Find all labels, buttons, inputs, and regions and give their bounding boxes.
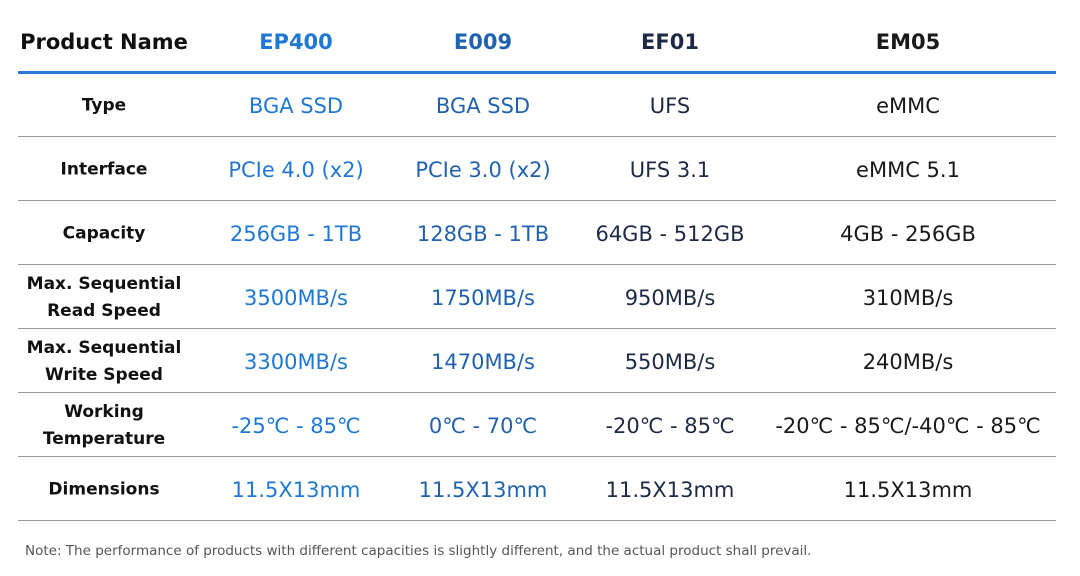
row-rule (18, 264, 1056, 265)
row-label: Capacity (62, 223, 146, 244)
cell-value: 950MB/s (624, 286, 716, 310)
column-header: EF01 (641, 30, 699, 54)
cell-value: -20℃ - 85℃ (605, 414, 735, 438)
cell-value: 1750MB/s (431, 286, 535, 310)
cell-value: 11.5X13mm (605, 478, 735, 502)
cell-value: 11.5X13mm (231, 478, 361, 502)
row-label: Type (81, 95, 127, 116)
row-label: Max. Sequential Write Speed (26, 338, 182, 385)
cell-value: 3300MB/s (244, 350, 348, 374)
row-rule (18, 520, 1056, 521)
cell-value: 3500MB/s (244, 286, 348, 310)
header-label: Product Name (20, 30, 188, 54)
column-header: EP400 (259, 30, 333, 54)
cell-value: 0℃ - 70℃ (428, 414, 538, 438)
row-rule (18, 200, 1056, 201)
cell-value: 550MB/s (624, 350, 716, 374)
row-rule (18, 392, 1056, 393)
cell-value: BGA SSD (435, 94, 531, 118)
cell-value: 1470MB/s (431, 350, 535, 374)
cell-value: PCIe 4.0 (x2) (228, 158, 364, 182)
cell-value: eMMC (876, 94, 940, 118)
row-label: Interface (60, 159, 148, 180)
footnote: Note: The performance of products with d… (25, 543, 812, 559)
cell-value: -20℃ - 85℃/-40℃ - 85℃ (775, 414, 1041, 438)
cell-value: 256GB - 1TB (229, 222, 363, 246)
cell-value: 64GB - 512GB (595, 222, 745, 246)
column-header: EM05 (875, 30, 941, 54)
row-rule (18, 328, 1056, 329)
cell-value: UFS 3.1 (629, 158, 711, 182)
cell-value: 310MB/s (862, 286, 954, 310)
header-rule (18, 71, 1056, 74)
column-header: E009 (453, 30, 513, 54)
cell-value: 4GB - 256GB (840, 222, 976, 246)
row-label: Working Temperature (42, 402, 166, 449)
row-rule (18, 136, 1056, 137)
row-label: Max. Sequential Read Speed (26, 274, 182, 321)
cell-value: BGA SSD (248, 94, 344, 118)
row-rule (18, 456, 1056, 457)
cell-value: eMMC 5.1 (856, 158, 960, 182)
cell-value: 128GB - 1TB (416, 222, 550, 246)
row-label: Dimensions (48, 479, 160, 500)
cell-value: -25℃ - 85℃ (231, 414, 361, 438)
cell-value: UFS (649, 94, 691, 118)
cell-value: PCIe 3.0 (x2) (415, 158, 551, 182)
cell-value: 11.5X13mm (843, 478, 973, 502)
cell-value: 240MB/s (862, 350, 954, 374)
cell-value: 11.5X13mm (418, 478, 548, 502)
